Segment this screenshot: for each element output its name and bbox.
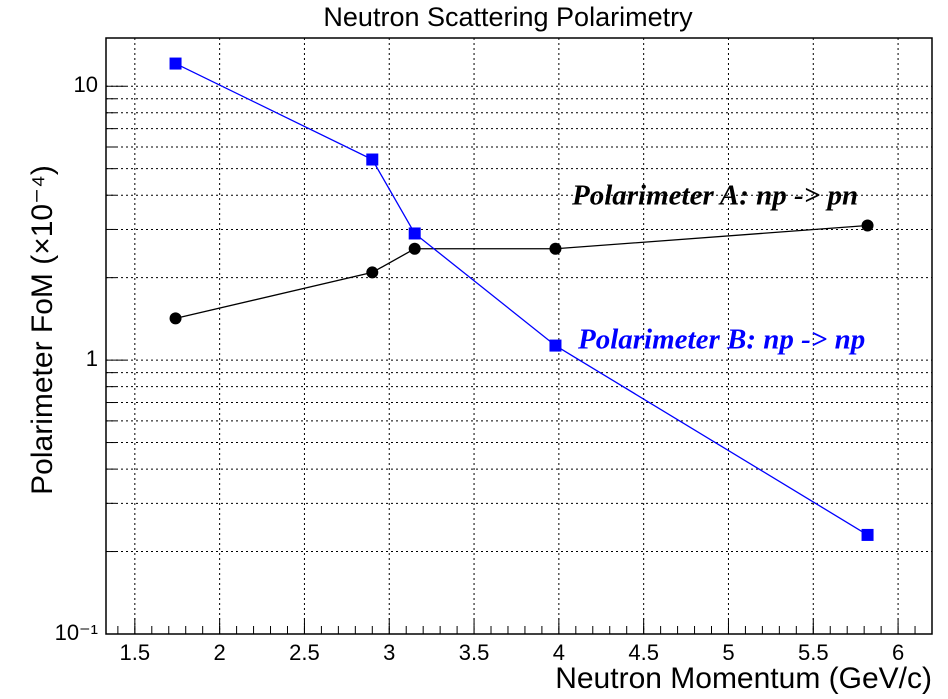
x-tick-label: 4.5 bbox=[628, 640, 659, 665]
series-line bbox=[175, 62, 868, 536]
x-tick-label: 5 bbox=[722, 640, 734, 665]
series-label: Polarimeter B: np -> np bbox=[577, 324, 865, 356]
series-line bbox=[175, 224, 868, 320]
data-point bbox=[169, 312, 182, 325]
x-tick-label: 5.5 bbox=[798, 640, 829, 665]
y-axis-label: Polarimeter FoM (×10⁻⁴) bbox=[26, 165, 59, 495]
data-point bbox=[408, 242, 421, 255]
data-point bbox=[408, 227, 421, 240]
x-tick-label: 6 bbox=[892, 640, 904, 665]
chart-title: Neutron Scattering Polarimetry bbox=[323, 2, 693, 32]
series-label: Polarimeter A: np -> pn bbox=[571, 180, 858, 212]
x-tick-label: 2 bbox=[214, 640, 226, 665]
data-point bbox=[366, 153, 379, 166]
data-point bbox=[169, 57, 182, 70]
x-tick-label: 3 bbox=[383, 640, 395, 665]
data-point bbox=[549, 339, 562, 352]
y-tick-label: 10 bbox=[74, 72, 98, 97]
x-tick-label: 4 bbox=[553, 640, 565, 665]
y-tick-label: 1 bbox=[86, 346, 98, 371]
data-point bbox=[366, 266, 379, 279]
data-point bbox=[861, 219, 874, 232]
x-tick-label: 3.5 bbox=[459, 640, 490, 665]
plot-frame bbox=[105, 37, 933, 635]
data-point bbox=[549, 242, 562, 255]
data-point bbox=[861, 528, 874, 541]
x-axis-label: Neutron Momentum (GeV/c) bbox=[555, 662, 932, 695]
x-tick-label: 2.5 bbox=[289, 640, 320, 665]
y-tick-label: 10⁻¹ bbox=[55, 620, 98, 645]
x-tick-label: 1.5 bbox=[120, 640, 151, 665]
